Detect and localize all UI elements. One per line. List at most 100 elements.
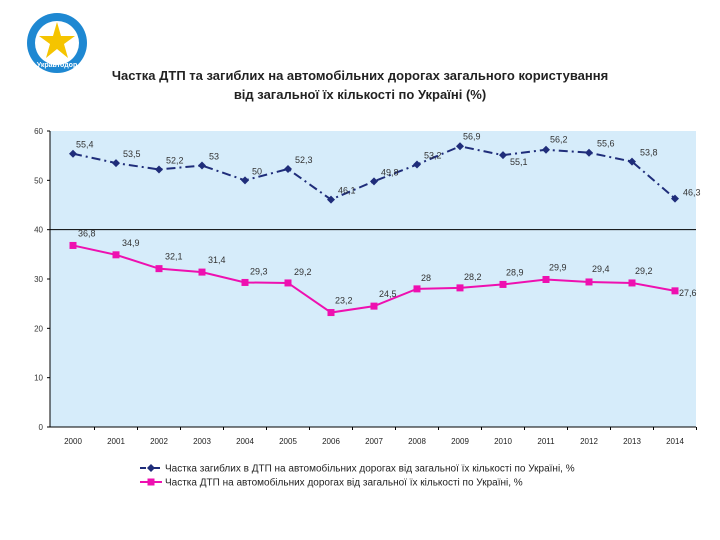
x-axis: 2000 2001 2002 2003 2004 2005 2006 2007 2008 2009…: [50, 426, 697, 446]
y-tick-label: 0: [39, 423, 44, 432]
data-label: 46,3: [683, 188, 701, 198]
data-point: [628, 157, 636, 166]
data-point: [155, 165, 163, 174]
data-label: 52,3: [295, 155, 313, 165]
data-point: [112, 159, 120, 168]
data-label: 23,2: [335, 296, 353, 306]
data-label: 56,9: [463, 131, 481, 141]
x-tick-label: 2013: [623, 437, 641, 446]
data-point: [241, 176, 249, 185]
x-tick-label: 2002: [150, 437, 168, 446]
data-point: [499, 280, 507, 288]
x-tick-label: 2014: [666, 437, 684, 446]
x-tick-label: 2005: [279, 437, 297, 446]
x-tick-label: 2012: [580, 437, 598, 446]
data-label: 52,2: [166, 155, 184, 165]
data-point: [370, 302, 378, 310]
plot-area: [50, 131, 696, 427]
data-point: [284, 164, 292, 173]
data-point: [499, 151, 507, 160]
data-point: [456, 284, 464, 292]
x-tick-label: 2006: [322, 437, 340, 446]
data-label: 53: [209, 152, 219, 162]
data-label: 29,9: [549, 262, 567, 272]
x-tick-label: 2011: [537, 437, 555, 446]
data-label: 29,4: [592, 264, 610, 274]
data-label: 49,8: [381, 167, 399, 177]
data-point: [671, 287, 679, 295]
x-tick-label: 2001: [107, 437, 125, 446]
x-tick-label: 2007: [365, 437, 383, 446]
data-point: [456, 142, 464, 151]
data-label: 31,4: [208, 255, 226, 265]
data-label: 53,8: [640, 148, 658, 158]
data-label: 53,5: [123, 149, 141, 159]
y-tick-label: 50: [34, 176, 43, 185]
chart-title: Частка ДТП та загиблих на автомобільних …: [111, 68, 609, 83]
data-label: 56,2: [550, 135, 568, 145]
legend: Частка загиблих в ДТП на автомобільних д…: [140, 463, 575, 489]
data-point: [413, 285, 421, 293]
data-label: 55,1: [510, 157, 528, 167]
data-point: [198, 268, 206, 276]
x-tick-label: 2004: [236, 437, 254, 446]
data-point: [628, 279, 636, 287]
data-point: [69, 149, 77, 158]
data-point: [671, 194, 679, 203]
data-label: 28,2: [464, 272, 482, 282]
logo-text: Укравтодор: [37, 62, 78, 69]
data-label: 32,1: [165, 252, 183, 262]
series-line: [72, 145, 676, 201]
data-label: 27,6: [679, 288, 697, 298]
data-label: 55,6: [597, 139, 615, 149]
x-tick-label: 2003: [193, 437, 211, 446]
x-tick-label: 2008: [408, 437, 426, 446]
y-axis: 0 10 20 30 40 50 60: [34, 127, 51, 432]
y-tick-label: 60: [34, 127, 43, 136]
data-label: 50: [252, 166, 262, 176]
y-tick-label: 10: [34, 374, 43, 383]
chart-subtitle: від загальної їх кількості по Україні (%…: [233, 87, 487, 102]
data-point: [585, 148, 593, 157]
data-label: 53,2: [424, 151, 442, 161]
series-2: 36,8 34,9 32,1 31,4 29,3 29,2 23,2 24,5 28 28,2 28…: [69, 228, 697, 317]
data-label: 34,9: [122, 238, 140, 248]
x-tick-label: 2000: [64, 437, 82, 446]
data-label: 28,9: [506, 267, 524, 277]
x-tick-label: 2009: [451, 437, 469, 446]
data-point: [241, 278, 249, 286]
data-label: 29,3: [250, 266, 268, 276]
y-tick-label: 40: [34, 226, 43, 235]
y-tick-label: 30: [34, 275, 43, 284]
data-label: 24,5: [379, 289, 397, 299]
data-point: [198, 161, 206, 170]
series-layer: 55,4 53,5 52,2 53 50 52,3 46,1 49,8 53,2 56,9 55,1…: [69, 131, 701, 317]
y-tick-label: 20: [34, 324, 43, 333]
data-label: 55,4: [76, 140, 94, 150]
data-label: 28: [421, 273, 431, 283]
star-emblem-icon: [39, 22, 75, 58]
legend-label: Частка ДТП на автомобільних дорогах від …: [165, 477, 523, 489]
chart-title-block: Частка ДТП та загиблих на автомобільних …: [100, 66, 620, 104]
data-point: [69, 241, 77, 249]
logo: Укравтодор: [27, 13, 87, 73]
data-point: [112, 251, 120, 259]
legend-marker: [147, 478, 155, 486]
data-point: [155, 265, 163, 273]
data-point: [327, 195, 335, 204]
data-point: [585, 278, 593, 286]
data-label: 46,1: [338, 186, 356, 196]
data-point: [327, 309, 335, 317]
data-point: [413, 160, 421, 169]
legend-label: Частка загиблих в ДТП на автомобільних д…: [165, 463, 575, 475]
series-1: 55,4 53,5 52,2 53 50 52,3 46,1 49,8 53,2 56,9 55,1…: [69, 131, 701, 204]
x-tick-label: 2010: [494, 437, 512, 446]
data-label: 29,2: [635, 266, 653, 276]
data-label: 36,8: [78, 228, 96, 238]
data-point: [370, 177, 378, 186]
data-point: [284, 279, 292, 287]
data-point: [542, 145, 550, 154]
data-label: 29,2: [294, 267, 312, 277]
legend-marker: [147, 464, 155, 472]
